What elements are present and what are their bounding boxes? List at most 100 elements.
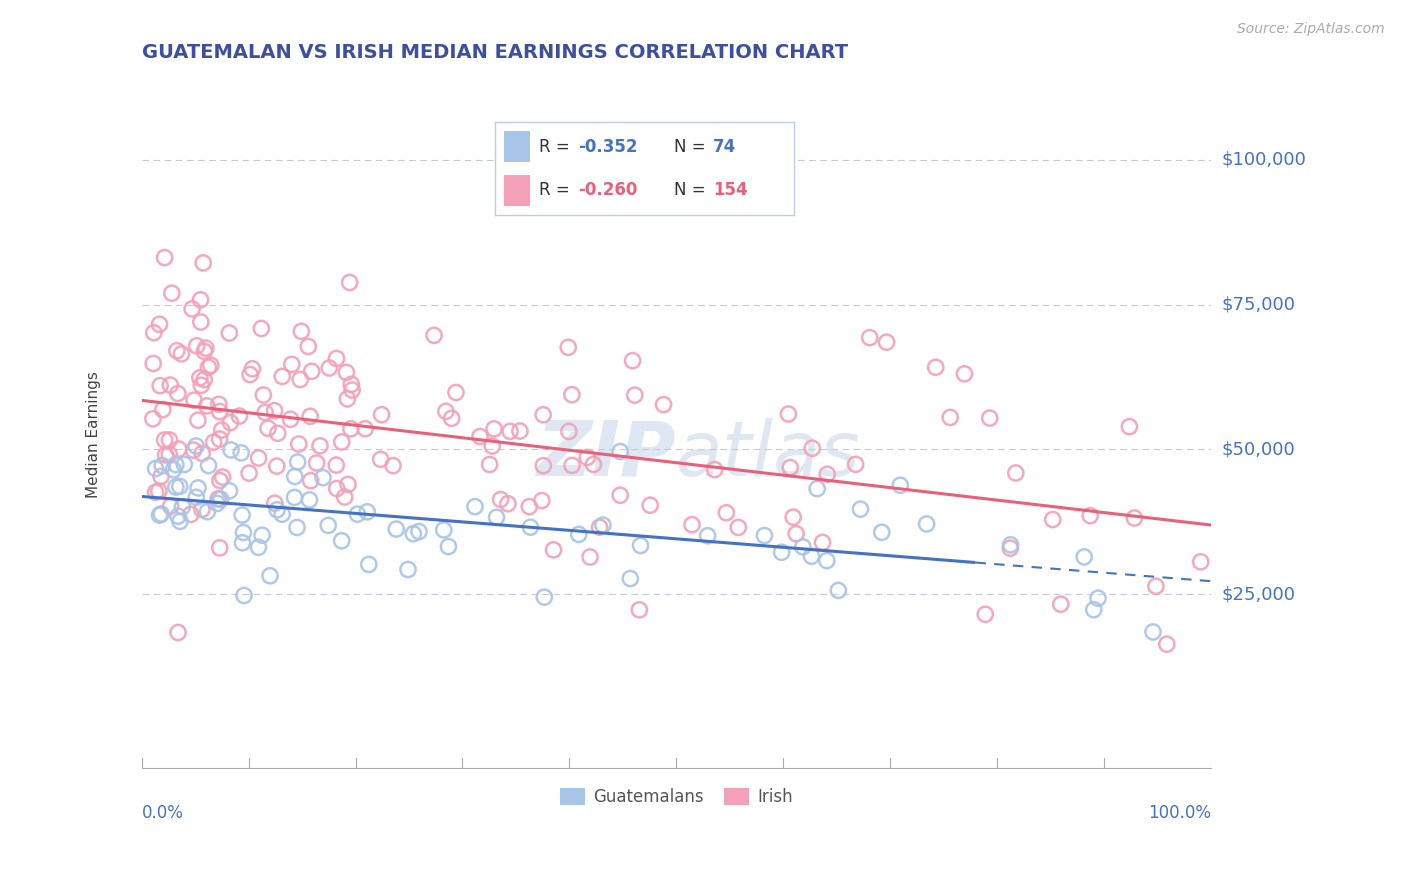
Point <box>150 458 173 473</box>
Point <box>628 603 651 617</box>
Point <box>305 456 328 470</box>
Point <box>517 500 540 514</box>
Point <box>190 315 212 329</box>
Point <box>254 405 277 419</box>
Legend: Guatemalans, Irish: Guatemalans, Irish <box>553 781 800 813</box>
Point <box>280 412 302 426</box>
Point <box>1118 419 1140 434</box>
Point <box>148 318 170 332</box>
Point <box>561 387 583 401</box>
Point <box>148 483 170 498</box>
Point <box>218 483 240 498</box>
Point <box>845 458 868 472</box>
Point <box>195 399 218 413</box>
Point <box>925 360 948 375</box>
Point <box>727 520 749 534</box>
Point <box>1189 555 1212 569</box>
Point <box>197 458 219 473</box>
Point <box>481 439 503 453</box>
Point <box>167 386 190 401</box>
Point <box>370 408 392 422</box>
Text: $25,000: $25,000 <box>1222 585 1296 603</box>
Point <box>252 388 274 402</box>
Point <box>444 385 467 400</box>
Point <box>299 409 322 424</box>
Point <box>209 492 232 507</box>
Point <box>974 607 997 622</box>
Point <box>287 437 309 451</box>
Point <box>207 491 229 506</box>
Point <box>247 450 270 465</box>
Point <box>519 520 541 534</box>
Point <box>340 422 363 436</box>
Point <box>150 507 173 521</box>
Point <box>396 562 419 576</box>
Point <box>561 458 583 473</box>
Point <box>208 474 231 488</box>
Point <box>557 340 579 354</box>
Point <box>1073 549 1095 564</box>
Point <box>247 541 270 555</box>
Point <box>219 442 242 457</box>
Point <box>408 524 430 539</box>
Point <box>778 407 800 421</box>
Point <box>167 442 190 456</box>
Point <box>183 443 205 458</box>
Point <box>1142 624 1164 639</box>
Point <box>170 347 193 361</box>
Point <box>231 508 253 522</box>
Point <box>638 498 661 512</box>
Point <box>186 491 208 505</box>
Point <box>716 506 738 520</box>
Point <box>1000 538 1022 552</box>
Point <box>588 520 610 534</box>
Point <box>485 510 508 524</box>
Point <box>696 529 718 543</box>
Point <box>239 368 262 382</box>
Point <box>979 411 1001 425</box>
Text: 0.0%: 0.0% <box>142 805 184 822</box>
Point <box>160 286 183 301</box>
Point <box>582 458 605 472</box>
Point <box>166 343 188 358</box>
Point <box>423 328 446 343</box>
Point <box>354 422 377 436</box>
Point <box>165 480 187 494</box>
Point <box>263 496 285 510</box>
Point <box>336 392 359 406</box>
Point <box>333 490 356 504</box>
Point <box>190 378 212 392</box>
Point <box>218 326 240 340</box>
Point <box>876 335 898 350</box>
Point <box>228 409 250 423</box>
Point <box>299 474 322 488</box>
Point <box>167 509 190 524</box>
Point <box>440 411 463 425</box>
Point <box>623 388 645 402</box>
Text: ZIP: ZIP <box>537 417 676 491</box>
Point <box>153 251 176 265</box>
Point <box>145 461 167 475</box>
Point <box>330 434 353 449</box>
Point <box>464 500 486 514</box>
Point <box>157 447 180 461</box>
Point <box>785 526 807 541</box>
Point <box>609 488 631 502</box>
Point <box>859 330 882 344</box>
Point <box>155 448 177 462</box>
Point <box>806 482 828 496</box>
Point <box>159 499 181 513</box>
Point <box>238 466 260 480</box>
Point <box>340 383 363 397</box>
Text: Median Earnings: Median Earnings <box>86 371 101 499</box>
Point <box>1083 603 1105 617</box>
Point <box>652 398 675 412</box>
Point <box>208 404 231 418</box>
Point <box>357 558 380 572</box>
Point <box>281 357 304 371</box>
Point <box>193 373 215 387</box>
Point <box>208 541 231 555</box>
Point <box>531 458 554 473</box>
Point <box>621 353 644 368</box>
Point <box>792 540 814 554</box>
